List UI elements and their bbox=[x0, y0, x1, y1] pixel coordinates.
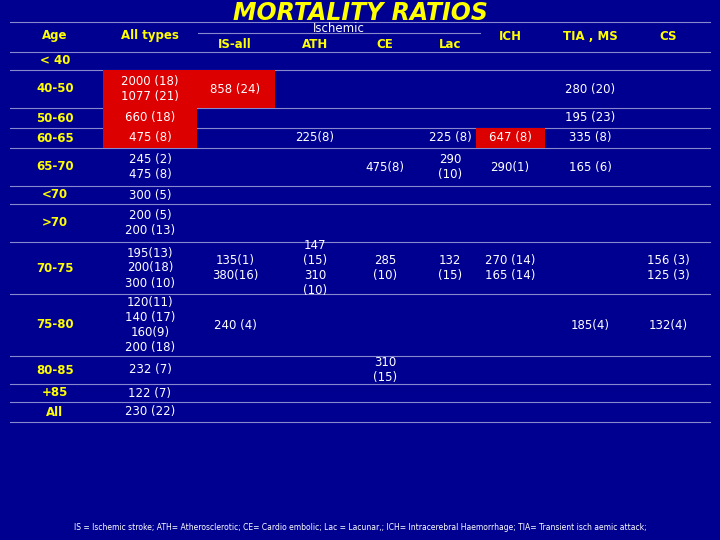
Text: IS = Ischemic stroke; ATH= Atherosclerotic; CE= Cardio embolic; Lac = Lacunar,; : IS = Ischemic stroke; ATH= Atherosclerot… bbox=[73, 523, 647, 532]
Text: 2000 (18)
1077 (21): 2000 (18) 1077 (21) bbox=[121, 75, 179, 103]
Text: CE: CE bbox=[377, 37, 393, 51]
Text: 475 (8): 475 (8) bbox=[129, 132, 171, 145]
Text: 240 (4): 240 (4) bbox=[214, 319, 256, 332]
Text: 195 (23): 195 (23) bbox=[565, 111, 615, 125]
Text: 65-70: 65-70 bbox=[36, 160, 74, 173]
Text: All: All bbox=[46, 406, 63, 419]
Text: Age: Age bbox=[42, 30, 68, 43]
Text: 132
(15): 132 (15) bbox=[438, 254, 462, 282]
Text: 225(8): 225(8) bbox=[295, 132, 335, 145]
Text: 70-75: 70-75 bbox=[36, 261, 73, 274]
Text: < 40: < 40 bbox=[40, 55, 70, 68]
Text: CS: CS bbox=[660, 30, 677, 43]
Text: 310
(15): 310 (15) bbox=[373, 356, 397, 384]
Text: 75-80: 75-80 bbox=[36, 319, 74, 332]
Text: MORTALITY RATIOS: MORTALITY RATIOS bbox=[233, 1, 487, 25]
Text: 290(1): 290(1) bbox=[490, 160, 530, 173]
Text: 50-60: 50-60 bbox=[36, 111, 74, 125]
Text: 300 (5): 300 (5) bbox=[129, 188, 171, 201]
Text: 120(11)
140 (17)
160(9)
200 (18): 120(11) 140 (17) 160(9) 200 (18) bbox=[125, 296, 175, 354]
Text: 40-50: 40-50 bbox=[36, 83, 74, 96]
Text: Lac: Lac bbox=[438, 37, 462, 51]
Text: 245 (2)
475 (8): 245 (2) 475 (8) bbox=[129, 153, 171, 181]
Bar bbox=[103, 70, 197, 108]
Text: >70: >70 bbox=[42, 217, 68, 230]
Text: IS-all: IS-all bbox=[218, 37, 252, 51]
Text: +85: +85 bbox=[42, 387, 68, 400]
Text: 185(4): 185(4) bbox=[570, 319, 610, 332]
Text: 232 (7): 232 (7) bbox=[129, 363, 171, 376]
Text: 270 (14)
165 (14): 270 (14) 165 (14) bbox=[485, 254, 535, 282]
Text: 858 (24): 858 (24) bbox=[210, 83, 260, 96]
Text: 156 (3)
125 (3): 156 (3) 125 (3) bbox=[647, 254, 689, 282]
Text: 225 (8): 225 (8) bbox=[428, 132, 472, 145]
Bar bbox=[475, 128, 544, 148]
Text: 200 (5)
200 (13): 200 (5) 200 (13) bbox=[125, 209, 175, 237]
Text: 290
(10): 290 (10) bbox=[438, 153, 462, 181]
Text: 230 (22): 230 (22) bbox=[125, 406, 175, 419]
Text: TIA , MS: TIA , MS bbox=[562, 30, 617, 43]
Text: 122 (7): 122 (7) bbox=[128, 387, 171, 400]
Text: 165 (6): 165 (6) bbox=[569, 160, 611, 173]
Text: 60-65: 60-65 bbox=[36, 132, 74, 145]
Text: 195(13)
200(18)
300 (10): 195(13) 200(18) 300 (10) bbox=[125, 246, 175, 289]
Text: 285
(10): 285 (10) bbox=[373, 254, 397, 282]
Text: ATH: ATH bbox=[302, 37, 328, 51]
Text: 80-85: 80-85 bbox=[36, 363, 74, 376]
Text: ICH: ICH bbox=[498, 30, 521, 43]
Text: 475(8): 475(8) bbox=[366, 160, 405, 173]
Text: 647 (8): 647 (8) bbox=[489, 132, 531, 145]
Bar bbox=[103, 128, 197, 148]
Text: All types: All types bbox=[121, 30, 179, 43]
Text: 660 (18): 660 (18) bbox=[125, 111, 175, 125]
Text: 280 (20): 280 (20) bbox=[565, 83, 615, 96]
Text: 135(1)
380(16): 135(1) 380(16) bbox=[212, 254, 258, 282]
Bar bbox=[103, 108, 197, 128]
Text: 335 (8): 335 (8) bbox=[569, 132, 611, 145]
Text: 147
(15)
310
(10): 147 (15) 310 (10) bbox=[303, 239, 327, 297]
Text: <70: <70 bbox=[42, 188, 68, 201]
Text: 132(4): 132(4) bbox=[649, 319, 688, 332]
Bar bbox=[196, 70, 274, 108]
Text: Ischemic: Ischemic bbox=[312, 22, 365, 35]
